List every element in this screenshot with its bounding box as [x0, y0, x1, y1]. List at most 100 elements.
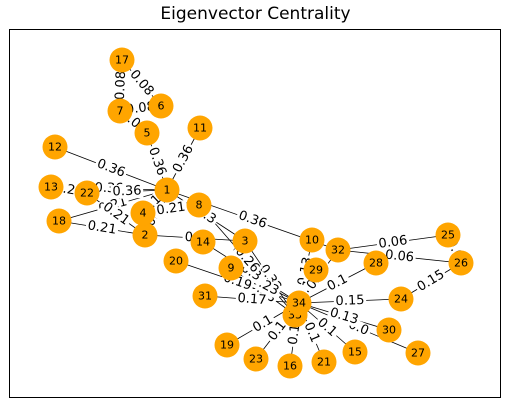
- node-8: 8: [186, 192, 212, 218]
- node-28: 28: [363, 250, 389, 276]
- edge-weight-text: 0.36: [112, 183, 141, 199]
- node-label: 5: [144, 127, 151, 140]
- edge-label-background: [300, 318, 323, 347]
- edge-label-background: [376, 233, 410, 252]
- node-circle: [363, 250, 389, 276]
- node-4: 4: [130, 200, 156, 226]
- node-19: 19: [214, 332, 240, 358]
- edge-weight-text: 0.36: [95, 156, 127, 180]
- edge-label-7-17: 0.08: [113, 69, 129, 102]
- edge-label-background: [110, 183, 144, 200]
- edge-label-background: [169, 141, 198, 177]
- node-31: 31: [192, 283, 218, 309]
- edge-label-background: [84, 218, 120, 238]
- node-circle: [435, 222, 461, 248]
- node-label: 13: [44, 181, 58, 194]
- edge-label-background: [382, 247, 417, 266]
- node-circle: [192, 283, 218, 309]
- node-label: 4: [140, 207, 147, 220]
- node-25: 25: [435, 222, 461, 248]
- edge-label-background: [285, 321, 304, 348]
- edge-weight-text: 0.1: [286, 323, 304, 346]
- node-circle: [405, 340, 431, 366]
- node-11: 11: [187, 115, 213, 141]
- edge-label-2-18: 0.21: [84, 218, 120, 238]
- node-label: 31: [198, 290, 212, 303]
- edge-weight-text: 0.06: [384, 248, 414, 266]
- edge-label-background: [125, 66, 158, 100]
- node-27: 27: [405, 340, 431, 366]
- edge-weight-text: 0.36: [236, 208, 268, 232]
- node-label: 21: [317, 356, 331, 369]
- node-21: 21: [311, 349, 337, 375]
- chart-title: Eigenvector Centrality: [160, 4, 351, 24]
- node-circle: [299, 227, 325, 253]
- node-circle: [134, 120, 160, 146]
- edge-label-25-32: 0.06: [376, 233, 410, 252]
- node-circle: [154, 177, 180, 203]
- edge-label-background: [113, 69, 129, 102]
- node-circle: [448, 250, 474, 276]
- node-circle: [286, 290, 312, 316]
- edge-label-1-11: 0.36: [169, 141, 198, 177]
- edge-label-background: [413, 266, 449, 296]
- node-label: 18: [52, 215, 66, 228]
- edge-label-24-34: 0.15: [333, 293, 367, 309]
- node-label: 15: [348, 346, 362, 359]
- node-circle: [303, 257, 329, 283]
- node-circle: [38, 174, 64, 200]
- node-circle: [342, 339, 368, 365]
- node-label: 14: [196, 236, 210, 249]
- node-circle: [130, 200, 156, 226]
- node-30: 30: [376, 317, 402, 343]
- node-15: 15: [342, 339, 368, 365]
- edge-label-6-17: 0.08: [125, 66, 158, 100]
- edge-weight-text: 0.15: [335, 293, 365, 309]
- node-circle: [218, 255, 244, 281]
- node-circle: [163, 248, 189, 274]
- node-16: 16: [277, 353, 303, 379]
- node-label: 16: [283, 360, 297, 373]
- edge-label-background: [145, 143, 169, 180]
- node-14: 14: [190, 229, 216, 255]
- node-18: 18: [46, 208, 72, 234]
- edge-label-1-12: 0.36: [93, 156, 129, 181]
- node-label: 9: [228, 262, 235, 275]
- node-12: 12: [42, 134, 68, 160]
- node-17: 17: [109, 47, 135, 73]
- edge-label-background: [234, 208, 271, 232]
- edge-label-16-34: 0.1: [285, 321, 304, 348]
- node-label: 17: [115, 54, 129, 67]
- node-32: 32: [325, 237, 351, 263]
- node-label: 34: [292, 297, 306, 310]
- edge-weight-text: 0.36: [145, 145, 169, 177]
- edge-label-background: [153, 199, 189, 219]
- edge-label-background: [313, 314, 341, 341]
- node-label: 29: [309, 264, 323, 277]
- node-label: 25: [441, 229, 455, 242]
- node-circle: [388, 286, 414, 312]
- node-circle: [74, 180, 100, 206]
- node-label: 10: [305, 234, 319, 247]
- edge-label-background: [98, 198, 134, 230]
- edge-label-background: [248, 311, 278, 337]
- node-circle: [190, 229, 216, 255]
- edge-label-21-34: 0.1: [300, 318, 323, 347]
- node-label: 12: [48, 141, 62, 154]
- node-label: 11: [193, 122, 207, 135]
- node-label: 7: [117, 105, 124, 118]
- node-label: 27: [411, 347, 425, 360]
- node-label: 1: [164, 184, 171, 197]
- node-label: 22: [80, 187, 94, 200]
- edge-label-24-26: 0.15: [413, 266, 449, 296]
- node-label: 19: [220, 339, 234, 352]
- node-24: 24: [388, 286, 414, 312]
- node-label: 8: [196, 199, 203, 212]
- edge-label-background: [235, 291, 269, 308]
- node-13: 13: [38, 174, 64, 200]
- edge-weight-text: 0.17: [237, 291, 267, 308]
- node-6: 6: [148, 93, 174, 119]
- node-5: 5: [134, 120, 160, 146]
